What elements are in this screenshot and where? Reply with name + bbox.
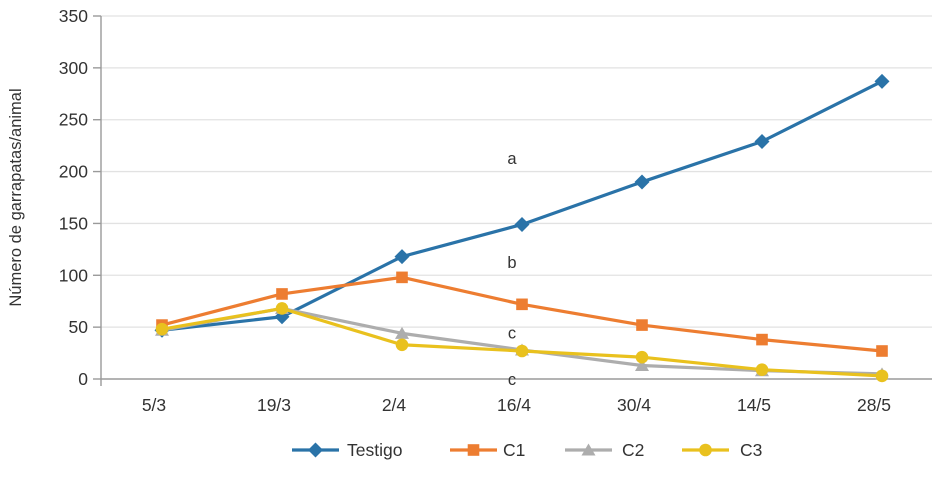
data-point — [756, 333, 768, 346]
axes — [93, 15, 932, 386]
legend-item-Testigo: Testigo — [292, 440, 402, 460]
y-tick-label: 100 — [59, 265, 88, 285]
y-axis-title: Número de garrapatas/animal — [7, 88, 25, 306]
annotations: a b c c — [507, 150, 517, 389]
data-point — [635, 359, 649, 372]
legend: Testigo C1 C2 C3 — [292, 440, 762, 460]
y-tick-label: 300 — [59, 58, 88, 78]
data-point — [755, 363, 769, 376]
y-tick-label: 200 — [59, 162, 88, 182]
data-point — [874, 73, 890, 89]
data-point — [395, 338, 409, 352]
x-tick-label: 5/3 — [142, 395, 166, 415]
series-line — [160, 79, 884, 332]
data-point — [635, 350, 649, 364]
series-C3 — [155, 302, 889, 383]
x-tick-label: 30/4 — [617, 395, 651, 415]
y-tick-label: 250 — [59, 110, 88, 130]
y-tick-label: 150 — [59, 213, 88, 233]
data-point — [395, 326, 409, 339]
data-series — [154, 73, 890, 383]
legend-marker-circle-icon — [699, 443, 712, 457]
legend-label: C1 — [503, 440, 525, 460]
gridlines — [101, 15, 932, 328]
legend-marker-square-icon — [467, 444, 480, 456]
legend-marker-diamond-icon — [308, 442, 323, 458]
data-point — [634, 174, 650, 190]
significance-letter: b — [507, 254, 516, 272]
axis-labels: 0 50 100 150 200 250 300 350 5/3 19/3 2/4 16/4 30/4 1… — [59, 6, 891, 415]
x-tick-label: 19/3 — [257, 395, 291, 415]
legend-item-C2: C2 — [565, 440, 644, 460]
data-point — [515, 344, 529, 358]
data-point — [876, 345, 888, 357]
data-point — [396, 271, 408, 284]
significance-letter: c — [508, 371, 516, 389]
legend-label: Testigo — [347, 440, 402, 460]
data-point — [636, 319, 648, 331]
y-tick-label: 350 — [59, 6, 88, 26]
data-point — [516, 298, 528, 311]
significance-letter: a — [507, 150, 517, 168]
x-tick-label: 28/5 — [857, 395, 891, 415]
series-line — [160, 275, 884, 353]
legend-item-C1: C1 — [450, 440, 525, 460]
y-tick-label: 50 — [69, 317, 89, 337]
y-tick-label: 0 — [78, 369, 88, 389]
data-point — [276, 288, 288, 300]
data-point — [155, 322, 169, 336]
data-point — [875, 369, 889, 383]
legend-item-C3: C3 — [682, 440, 762, 460]
x-tick-label: 16/4 — [497, 395, 531, 415]
x-tick-label: 14/5 — [737, 395, 771, 415]
data-point — [754, 133, 770, 149]
x-tick-label: 2/4 — [382, 395, 407, 415]
significance-letter: c — [508, 324, 516, 342]
legend-label: C2 — [622, 440, 644, 460]
data-point — [394, 249, 410, 265]
data-point — [275, 302, 289, 315]
legend-label: C3 — [740, 440, 762, 460]
data-point — [514, 216, 530, 232]
legend-marker-triangle-icon — [581, 443, 596, 456]
